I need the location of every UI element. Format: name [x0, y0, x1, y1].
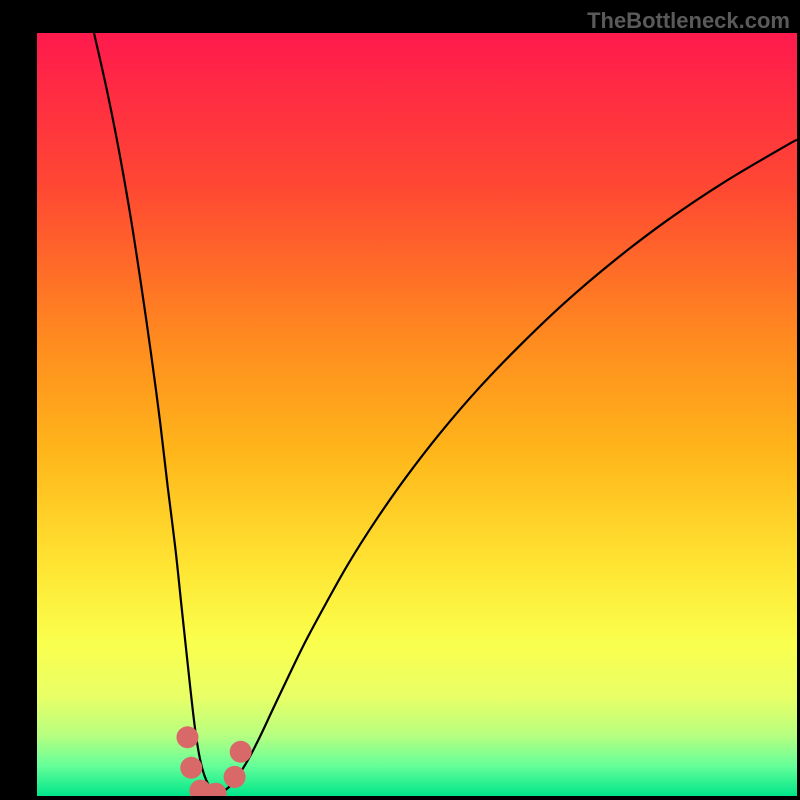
chart-container: TheBottleneck.com [0, 0, 800, 800]
marker-point [180, 757, 202, 779]
marker-point [176, 726, 198, 748]
curve-right-branch [218, 140, 797, 794]
plot-area [37, 33, 797, 796]
curve-left-branch [94, 33, 218, 794]
watermark-text: TheBottleneck.com [587, 8, 790, 34]
marker-point [230, 741, 252, 763]
marker-point [224, 766, 246, 788]
curve-layer [37, 33, 797, 796]
